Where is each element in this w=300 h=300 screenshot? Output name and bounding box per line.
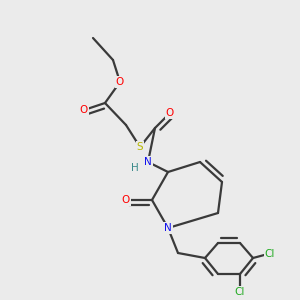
Text: Cl: Cl xyxy=(235,287,245,297)
Text: O: O xyxy=(80,105,88,115)
Text: N: N xyxy=(144,157,152,167)
Text: O: O xyxy=(122,195,130,205)
Text: H: H xyxy=(131,163,139,173)
Text: O: O xyxy=(166,108,174,118)
Text: S: S xyxy=(137,142,143,152)
Text: Cl: Cl xyxy=(265,249,275,259)
Text: O: O xyxy=(116,77,124,87)
Text: N: N xyxy=(164,223,172,233)
